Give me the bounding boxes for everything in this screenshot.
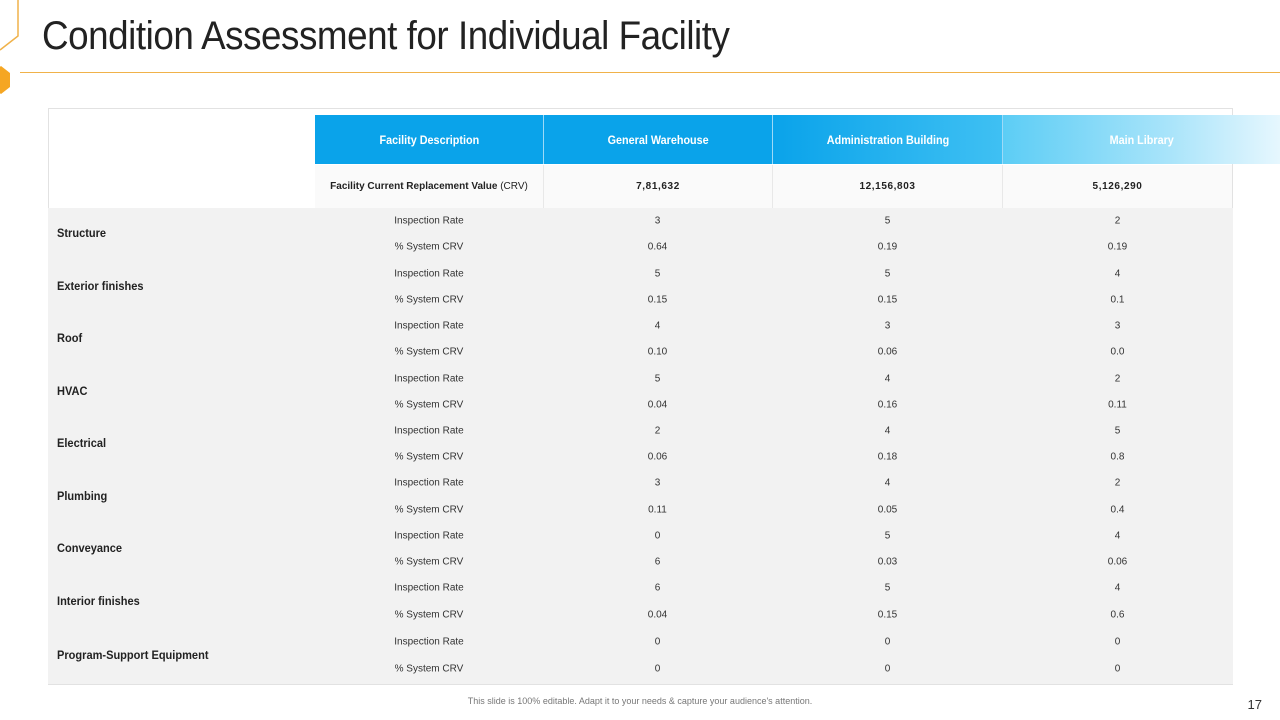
row-category-label: Electrical bbox=[57, 436, 107, 450]
page-title: Condition Assessment for Individual Faci… bbox=[42, 14, 730, 58]
system-crv-value: 0.18 bbox=[877, 451, 898, 463]
inspection-rate-value: 2 bbox=[1114, 373, 1121, 385]
row-category-label: Exterior finishes bbox=[57, 279, 144, 293]
inspection-rate-value: 0 bbox=[654, 530, 661, 542]
inspection-rate-value: 5 bbox=[1114, 425, 1121, 437]
row-category-label: HVAC bbox=[57, 384, 88, 398]
system-crv-value: 0.11 bbox=[648, 504, 667, 516]
inspection-rate-value: 2 bbox=[1114, 215, 1121, 227]
crv-value-administration-building: 12,156,803 bbox=[773, 165, 1003, 208]
corner-decoration-icon bbox=[0, 0, 19, 51]
system-crv-value: 0.8 bbox=[1110, 451, 1125, 463]
system-crv-value: 0.16 bbox=[877, 399, 898, 411]
system-crv-value: 0.19 bbox=[1107, 241, 1128, 253]
inspection-rate-value: 2 bbox=[1114, 477, 1121, 489]
system-crv-label: % System CRV bbox=[394, 663, 464, 675]
header-facility-description: Facility Description bbox=[315, 115, 544, 164]
row-category-label: Structure bbox=[57, 226, 107, 240]
header-main-library: Main Library bbox=[1003, 115, 1280, 164]
inspection-rate-value: 5 bbox=[654, 373, 661, 385]
table-body bbox=[48, 208, 1233, 684]
page-number: 17 bbox=[1247, 697, 1262, 712]
row-category-label: Interior finishes bbox=[57, 593, 140, 608]
crv-value-general-warehouse: 7,81,632 bbox=[544, 165, 773, 208]
inspection-rate-label: Inspection Rate bbox=[394, 477, 464, 489]
system-crv-value: 0 bbox=[1114, 663, 1121, 675]
system-crv-value: 0.0 bbox=[1110, 346, 1125, 358]
inspection-rate-value: 4 bbox=[654, 320, 661, 332]
system-crv-label: % System CRV bbox=[394, 451, 464, 463]
system-crv-value: 0.64 bbox=[647, 241, 668, 253]
inspection-rate-value: 0 bbox=[884, 636, 891, 648]
inspection-rate-value: 3 bbox=[884, 320, 891, 332]
system-crv-label: % System CRV bbox=[394, 399, 464, 411]
inspection-rate-label: Inspection Rate bbox=[394, 582, 464, 594]
inspection-rate-value: 3 bbox=[654, 215, 661, 227]
inspection-rate-value: 3 bbox=[1114, 320, 1121, 332]
system-crv-label: % System CRV bbox=[394, 609, 464, 621]
system-crv-value: 0.05 bbox=[877, 504, 898, 516]
system-crv-label: % System CRV bbox=[394, 346, 464, 358]
inspection-rate-value: 2 bbox=[654, 425, 661, 437]
inspection-rate-label: Inspection Rate bbox=[394, 425, 464, 437]
inspection-rate-label: Inspection Rate bbox=[394, 530, 464, 542]
inspection-rate-value: 4 bbox=[884, 425, 891, 437]
system-crv-value: 0.03 bbox=[877, 556, 898, 568]
crv-value-main-library: 5,126,290 bbox=[1003, 165, 1232, 208]
inspection-rate-label: Inspection Rate bbox=[394, 636, 464, 648]
system-crv-value: 0 bbox=[884, 663, 891, 675]
row-category-label: Roof bbox=[57, 331, 83, 345]
crv-label: Facility Current Replacement Value (CRV) bbox=[315, 165, 544, 208]
inspection-rate-value: 3 bbox=[654, 477, 661, 489]
inspection-rate-value: 5 bbox=[884, 215, 891, 227]
inspection-rate-value: 6 bbox=[654, 582, 661, 594]
system-crv-value: 0 bbox=[654, 663, 661, 675]
system-crv-value: 0.06 bbox=[877, 346, 898, 358]
system-crv-value: 0.06 bbox=[647, 451, 668, 463]
inspection-rate-label: Inspection Rate bbox=[394, 320, 464, 332]
inspection-rate-value: 5 bbox=[884, 582, 891, 594]
system-crv-value: 6 bbox=[654, 556, 661, 568]
inspection-rate-value: 4 bbox=[884, 477, 891, 489]
inspection-rate-value: 4 bbox=[1114, 582, 1121, 594]
row-category-label: Conveyance bbox=[57, 541, 123, 555]
system-crv-value: 0.15 bbox=[877, 609, 898, 621]
system-crv-value: 0.04 bbox=[647, 399, 668, 411]
crv-label-suffix: (CRV) bbox=[497, 181, 528, 192]
row-category-label: Plumbing bbox=[57, 488, 108, 503]
footer-note: This slide is 100% editable. Adapt it to… bbox=[467, 696, 813, 706]
system-crv-label: % System CRV bbox=[394, 556, 464, 568]
inspection-rate-value: 4 bbox=[1114, 268, 1121, 280]
inspection-rate-label: Inspection Rate bbox=[394, 373, 464, 385]
hexagon-accent-icon bbox=[0, 66, 10, 94]
system-crv-value: 0.10 bbox=[647, 346, 668, 358]
system-crv-value: 0.15 bbox=[647, 294, 668, 306]
inspection-rate-label: Inspection Rate bbox=[394, 215, 464, 227]
system-crv-value: 0.06 bbox=[1107, 556, 1128, 568]
inspection-rate-value: 5 bbox=[884, 530, 891, 542]
system-crv-value: 0.11 bbox=[1108, 399, 1127, 411]
inspection-rate-value: 0 bbox=[654, 636, 661, 648]
system-crv-label: % System CRV bbox=[394, 504, 464, 516]
system-crv-label: % System CRV bbox=[394, 241, 464, 253]
header-administration-building: Administration Building bbox=[773, 115, 1003, 164]
system-crv-value: 0.4 bbox=[1110, 504, 1125, 516]
row-category-label: Program-Support Equipment bbox=[57, 647, 209, 662]
inspection-rate-value: 4 bbox=[1114, 530, 1121, 542]
inspection-rate-value: 0 bbox=[1114, 636, 1121, 648]
inspection-rate-label: Inspection Rate bbox=[394, 268, 464, 280]
header-general-warehouse: General Warehouse bbox=[544, 115, 773, 164]
system-crv-value: 0.15 bbox=[877, 294, 898, 306]
crv-label-bold: Facility Current Replacement Value bbox=[330, 181, 498, 192]
system-crv-value: 0.1 bbox=[1110, 294, 1125, 306]
system-crv-value: 0.04 bbox=[647, 609, 668, 621]
title-divider bbox=[20, 72, 1280, 73]
inspection-rate-value: 5 bbox=[654, 268, 661, 280]
system-crv-value: 0.19 bbox=[877, 241, 898, 253]
system-crv-label: % System CRV bbox=[394, 294, 464, 306]
system-crv-value: 0.6 bbox=[1110, 609, 1125, 621]
inspection-rate-value: 5 bbox=[884, 268, 891, 280]
inspection-rate-value: 4 bbox=[884, 373, 891, 385]
